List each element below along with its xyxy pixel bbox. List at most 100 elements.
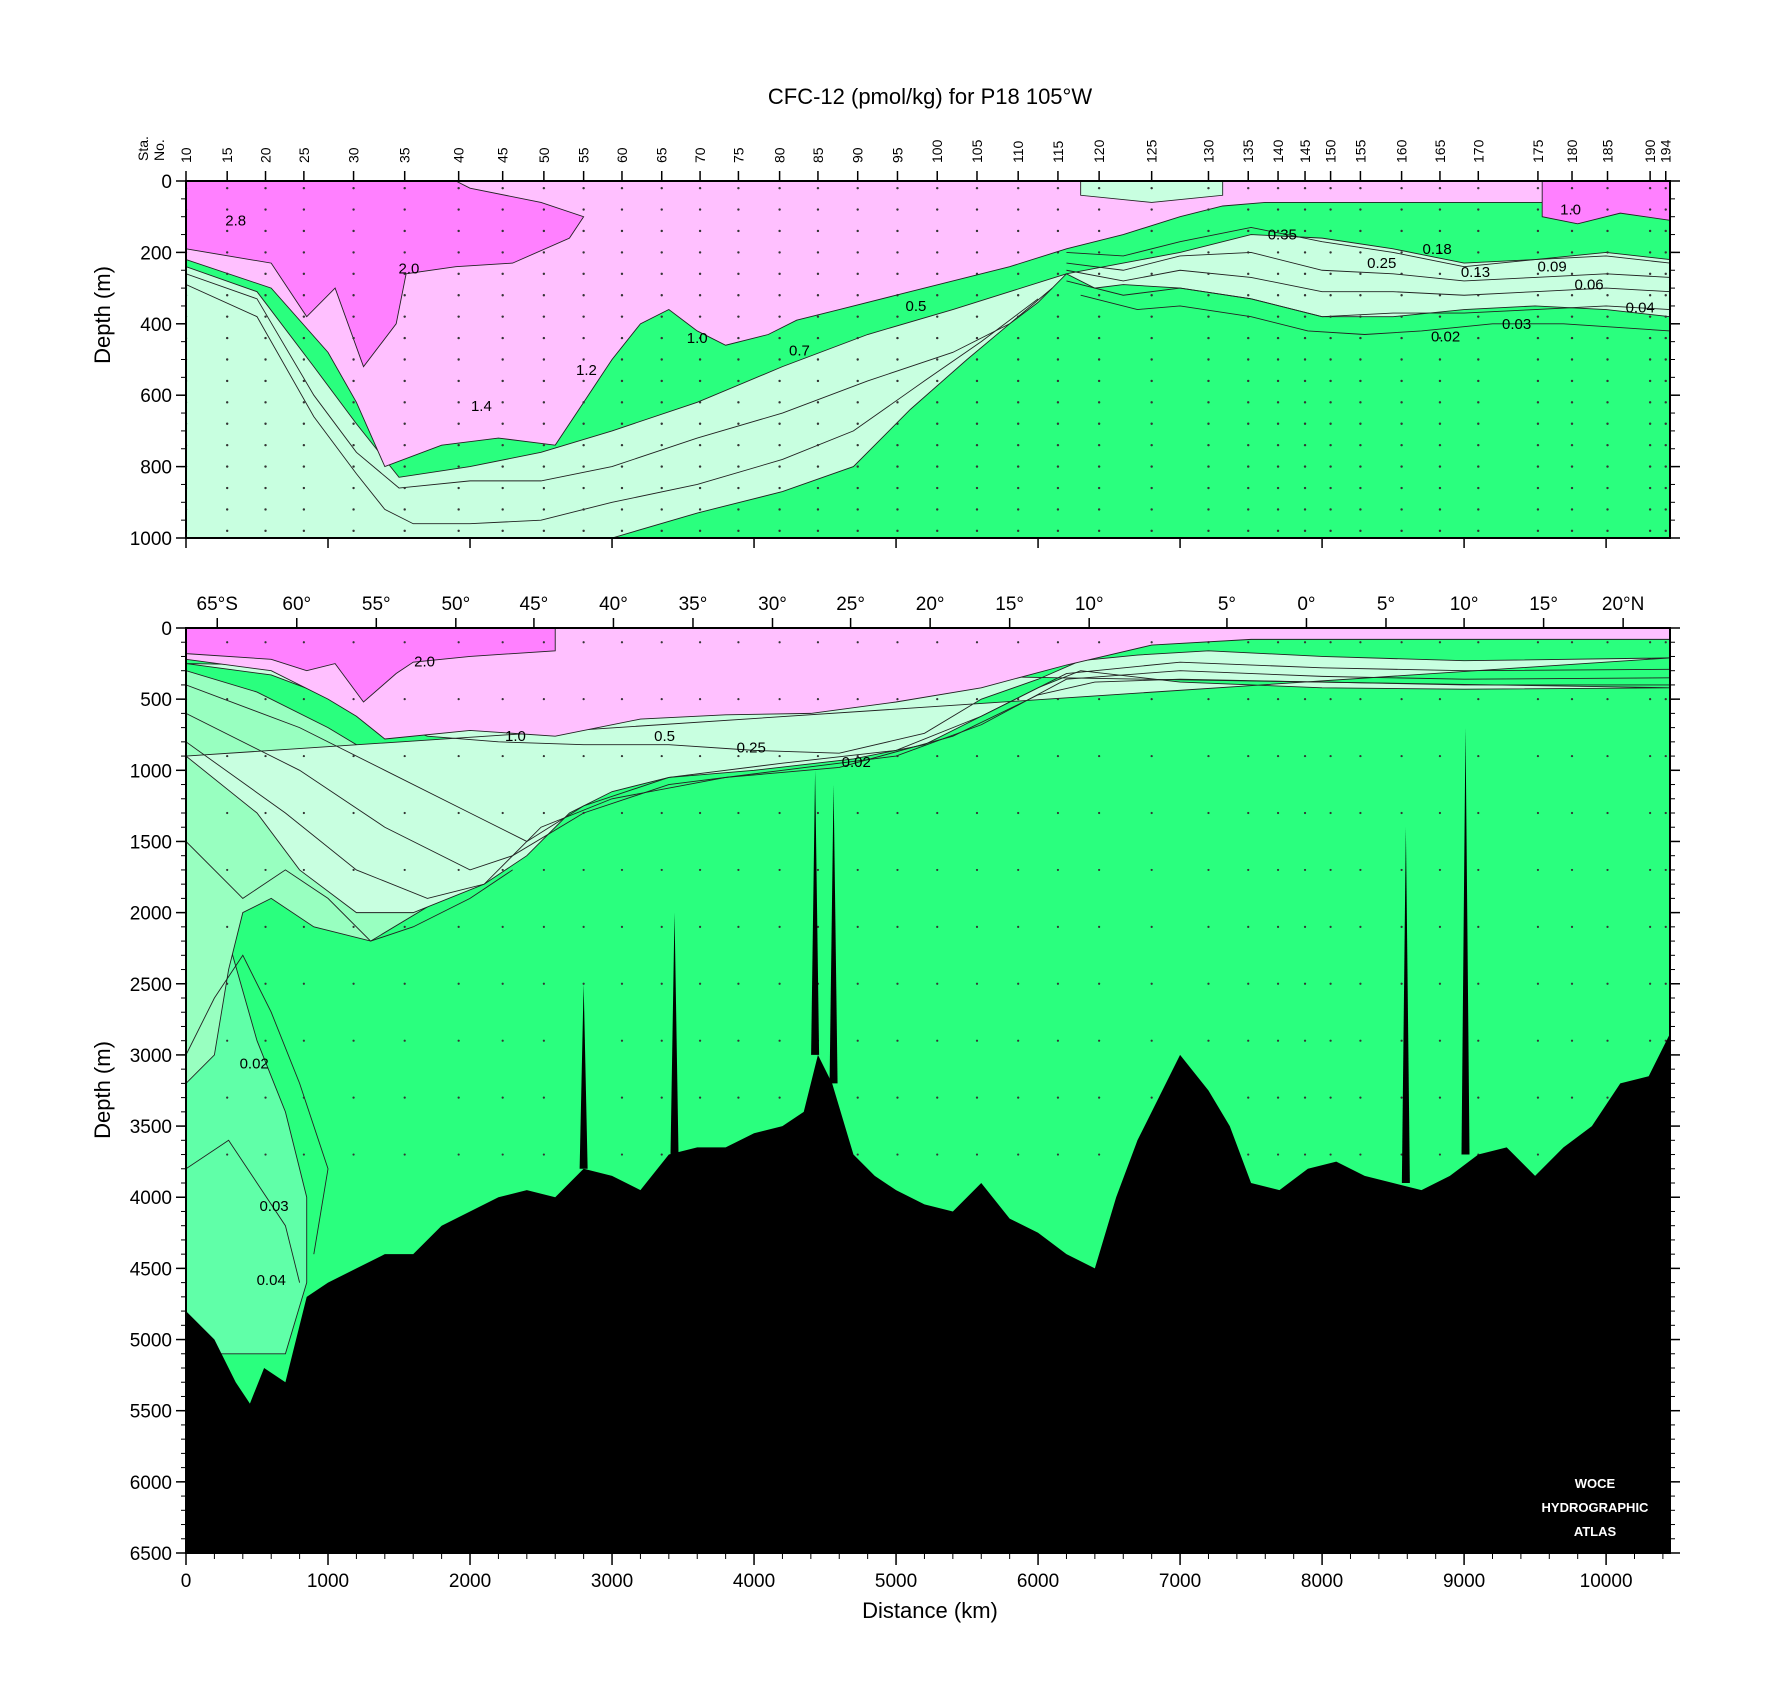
sample-dot bbox=[542, 1039, 545, 1042]
sample-dot bbox=[264, 754, 267, 758]
sample-dot bbox=[698, 529, 702, 533]
sample-dot bbox=[501, 336, 504, 340]
sample-dot bbox=[660, 465, 663, 468]
sample-dot bbox=[352, 422, 355, 425]
sample-dot bbox=[582, 508, 585, 511]
sample-dot bbox=[1276, 186, 1280, 190]
sample-dot bbox=[403, 401, 406, 404]
sample-dot bbox=[1438, 641, 1442, 644]
sample-dot bbox=[225, 294, 229, 297]
sample-dot bbox=[1329, 294, 1332, 297]
sample-dot bbox=[1150, 982, 1153, 985]
station-tick-label: 155 bbox=[1352, 139, 1368, 163]
sample-dot bbox=[1303, 315, 1307, 318]
sample-dot bbox=[856, 272, 859, 276]
sample-dot bbox=[226, 754, 229, 758]
sample-dot bbox=[1438, 868, 1442, 872]
sample-dot bbox=[778, 529, 781, 533]
sample-dot bbox=[582, 294, 585, 297]
sample-dot bbox=[1606, 358, 1609, 361]
sample-dot bbox=[1477, 229, 1480, 233]
sample-dot bbox=[896, 486, 899, 490]
sample-dot bbox=[660, 641, 663, 644]
sample-dot bbox=[501, 529, 504, 533]
sample-dot bbox=[1438, 982, 1442, 985]
sample-dot bbox=[1329, 186, 1332, 190]
sample-dot bbox=[1329, 208, 1332, 211]
upper-contour-line bbox=[1066, 269, 1670, 296]
sample-dot bbox=[1536, 486, 1540, 490]
sample-dot bbox=[1247, 358, 1250, 361]
sample-dot bbox=[698, 401, 702, 404]
sample-dot bbox=[501, 508, 504, 511]
sample-dot bbox=[856, 229, 859, 233]
sample-dot bbox=[1207, 754, 1210, 758]
sample-dot bbox=[1536, 229, 1540, 233]
sample-dot bbox=[1649, 811, 1652, 815]
sample-dot bbox=[1303, 982, 1307, 985]
contour-label: 0.06 bbox=[1574, 277, 1603, 294]
sample-dot bbox=[403, 925, 406, 928]
sample-dot bbox=[1097, 443, 1101, 447]
sample-dot bbox=[264, 294, 267, 297]
sample-dot bbox=[1664, 272, 1667, 276]
sample-dot bbox=[1017, 1153, 1020, 1156]
sample-dot bbox=[501, 925, 504, 928]
sample-dot bbox=[403, 529, 406, 533]
sample-dot bbox=[403, 272, 406, 276]
sample-dot bbox=[1329, 1039, 1332, 1042]
sample-dot bbox=[620, 486, 624, 490]
sample-dot bbox=[1648, 315, 1652, 318]
sample-dot bbox=[302, 529, 306, 533]
sample-dot bbox=[352, 925, 355, 928]
sample-dot bbox=[698, 811, 702, 815]
sample-dot bbox=[403, 1153, 406, 1156]
sample-dot bbox=[264, 925, 267, 928]
y-tick-label: 1500 bbox=[130, 832, 172, 853]
sample-dot bbox=[1247, 868, 1250, 872]
sample-dot bbox=[1570, 982, 1574, 985]
sample-dot bbox=[1329, 982, 1332, 985]
sample-dot bbox=[1150, 465, 1153, 468]
sample-dot bbox=[1664, 294, 1667, 297]
sample-dot bbox=[1359, 315, 1362, 318]
contour-label: 0.25 bbox=[1367, 255, 1396, 272]
lower-panel: 0 500 1000 1500 2000 2500 3000 3500 4000 4500 5000… bbox=[130, 619, 1680, 1592]
sample-dot bbox=[1056, 422, 1060, 425]
y-tick-label: 2000 bbox=[130, 904, 172, 925]
sample-dot bbox=[1400, 358, 1403, 361]
sample-dot bbox=[1276, 422, 1280, 425]
sample-dot bbox=[1329, 641, 1332, 644]
sample-dot bbox=[1303, 698, 1307, 701]
upper-y-axis-title: Depth (m) bbox=[90, 266, 115, 364]
sample-dot bbox=[936, 811, 939, 815]
sample-dot bbox=[1276, 465, 1280, 468]
sample-dot bbox=[620, 868, 624, 872]
sample-dot bbox=[1056, 811, 1060, 815]
sample-dot bbox=[1570, 208, 1574, 211]
contour-label: 1.0 bbox=[687, 330, 708, 347]
station-tick-label: 165 bbox=[1432, 139, 1448, 163]
sample-dot bbox=[778, 868, 781, 872]
sample-dot bbox=[660, 379, 663, 383]
sample-dot bbox=[936, 186, 939, 190]
sample-dot bbox=[1150, 486, 1153, 490]
station-tick-label: 30 bbox=[346, 147, 362, 163]
station-tick-label: 110 bbox=[1010, 140, 1026, 163]
sample-dot bbox=[856, 358, 859, 361]
sample-dot bbox=[542, 508, 546, 511]
sample-dot bbox=[1359, 208, 1362, 211]
sample-dot bbox=[582, 272, 585, 276]
sample-dot bbox=[1303, 465, 1307, 468]
sample-dot bbox=[975, 358, 979, 361]
sample-dot bbox=[1477, 465, 1480, 468]
lower-contour-line bbox=[186, 678, 1670, 899]
sample-dot bbox=[1570, 229, 1574, 233]
sample-dot bbox=[1649, 754, 1652, 758]
sample-dot bbox=[1150, 379, 1153, 383]
sample-dot bbox=[1477, 336, 1480, 340]
sample-dot bbox=[1570, 868, 1574, 872]
sample-dot bbox=[620, 1096, 624, 1099]
sample-dot bbox=[856, 529, 859, 533]
sample-dot bbox=[816, 186, 820, 190]
